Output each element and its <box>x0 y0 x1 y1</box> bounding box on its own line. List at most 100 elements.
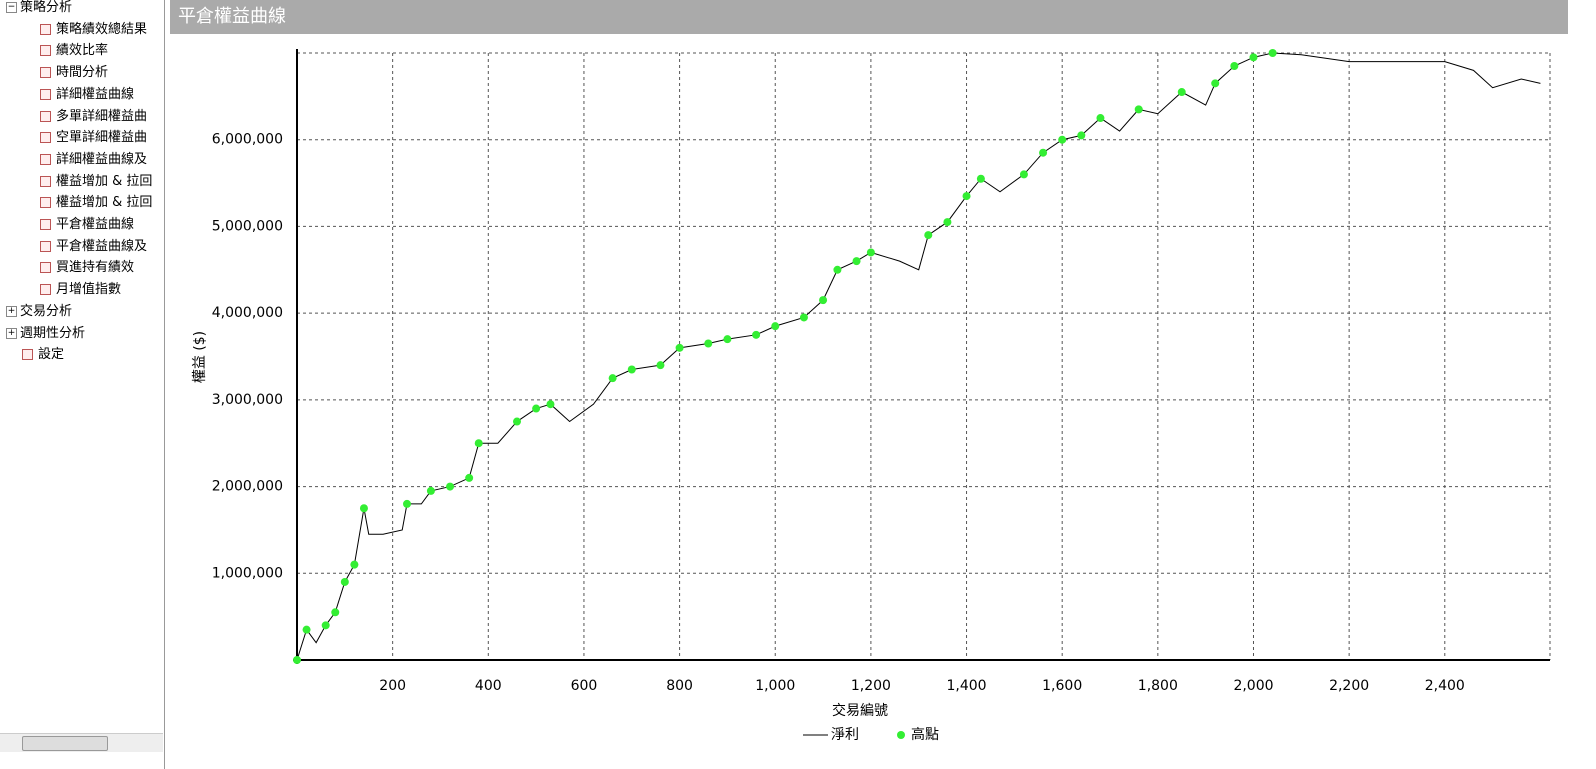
high-point <box>532 404 541 413</box>
tree-icon: + <box>6 305 17 317</box>
x-tick-label: 400 <box>475 678 502 694</box>
tree-label: 買進持有績效 <box>56 260 135 276</box>
tree-label: 詳細權益曲線 <box>56 86 135 102</box>
high-point <box>608 374 617 383</box>
tree-label: 週期性分析 <box>20 325 86 341</box>
tree-item[interactable]: + 交易分析 <box>6 302 72 322</box>
y-tick-label: 1,000,000 <box>212 565 283 581</box>
high-point <box>446 482 455 491</box>
high-point <box>350 560 359 569</box>
tree-icon <box>22 349 33 361</box>
high-point <box>359 504 368 513</box>
tree-item[interactable]: 多單詳細權益曲 <box>40 107 147 127</box>
high-point <box>302 625 311 634</box>
tree-item[interactable]: 平倉權益曲線及 <box>40 237 147 257</box>
x-tick-label: 200 <box>379 678 406 694</box>
high-point <box>1177 88 1186 97</box>
high-point <box>1211 79 1220 88</box>
high-point <box>833 265 842 274</box>
high-point <box>546 400 555 409</box>
tree-icon: + <box>6 327 17 339</box>
tree-item[interactable]: 時間分析 <box>40 63 108 83</box>
tree-label: 時間分析 <box>56 65 109 81</box>
tree-item[interactable]: 權益增加 & 拉回 <box>40 172 152 192</box>
x-tick-label: 1,000 <box>755 678 795 694</box>
high-point <box>866 248 875 257</box>
tree-icon <box>40 23 51 35</box>
tree-icon <box>40 153 51 165</box>
scroll-thumb[interactable] <box>22 736 108 751</box>
high-point <box>1019 170 1028 179</box>
tree-icon <box>40 240 51 252</box>
legend-label: 淨利 <box>831 727 859 743</box>
x-tick-label: 800 <box>666 678 693 694</box>
tree-icon <box>40 284 51 296</box>
high-point <box>1039 148 1048 157</box>
tree-icon <box>40 175 51 187</box>
x-tick-label: 2,000 <box>1233 678 1273 694</box>
y-tick-label: 3,000,000 <box>212 392 283 408</box>
high-point <box>331 608 340 617</box>
tree-item[interactable]: 策略績效總結果 <box>40 20 147 40</box>
high-point <box>704 339 713 348</box>
tree-label: 月增值指數 <box>56 282 122 298</box>
tree-item[interactable]: − 策略分析 <box>6 0 72 18</box>
legend-label: 高點 <box>911 726 939 743</box>
high-point <box>512 417 521 426</box>
tree-label: 績效比率 <box>56 43 109 59</box>
high-point <box>321 621 330 630</box>
high-point <box>465 473 474 482</box>
tree-label: 權益增加 & 拉回 <box>56 195 153 211</box>
high-point <box>771 322 780 331</box>
x-tick-label: 2,200 <box>1329 678 1369 694</box>
high-point <box>976 174 985 183</box>
tree-item[interactable]: 權益增加 & 拉回 <box>40 193 152 213</box>
tree-label: 策略分析 <box>20 0 73 15</box>
high-point <box>962 192 971 201</box>
high-point <box>627 365 636 374</box>
high-point <box>1077 131 1086 140</box>
high-point <box>1058 135 1067 144</box>
x-tick-label: 1,200 <box>851 678 891 694</box>
high-point <box>852 257 861 266</box>
tree-item[interactable]: 平倉權益曲線 <box>40 215 134 235</box>
high-point <box>924 231 933 240</box>
tree-item[interactable]: 買進持有績效 <box>40 258 134 278</box>
x-tick-label: 600 <box>571 678 598 694</box>
tree-label: 多單詳細權益曲 <box>56 108 148 124</box>
x-tick-label: 1,600 <box>1042 678 1082 694</box>
high-point <box>402 499 411 508</box>
high-point <box>1096 114 1105 123</box>
tree-label: 交易分析 <box>20 303 73 319</box>
high-point <box>819 296 828 305</box>
high-point <box>293 656 301 664</box>
high-point <box>943 218 952 227</box>
tree-item[interactable]: + 週期性分析 <box>6 324 85 344</box>
tree-item[interactable]: 績效比率 <box>40 41 108 61</box>
y-tick-label: 5,000,000 <box>212 218 283 234</box>
high-point <box>1249 53 1258 62</box>
y-tick-label: 2,000,000 <box>212 479 283 495</box>
scrollbar[interactable] <box>0 733 163 752</box>
high-point <box>723 335 732 344</box>
high-point <box>675 343 684 352</box>
x-tick-label: 2,400 <box>1425 678 1465 694</box>
tree-item[interactable]: 設定 <box>22 345 64 365</box>
tree-item[interactable]: 空單詳細權益曲 <box>40 128 147 148</box>
tree-item[interactable]: 月增值指數 <box>40 280 121 300</box>
chart-title: 平倉權益曲線 <box>170 0 1568 34</box>
tree-icon <box>40 219 51 230</box>
tree-label: 平倉權益曲線及 <box>56 238 148 254</box>
tree-icon <box>40 262 51 274</box>
tree-label: 詳細權益曲線及 <box>56 151 148 167</box>
tree-item[interactable]: 詳細權益曲線 <box>40 85 134 105</box>
high-point <box>426 486 435 495</box>
high-point <box>752 330 761 339</box>
y-tick-label: 6,000,000 <box>212 132 283 148</box>
high-point <box>656 361 665 370</box>
high-point <box>340 577 349 586</box>
tree-item[interactable]: 詳細權益曲線及 <box>40 150 147 170</box>
tree-label: 策略績效總結果 <box>56 21 148 37</box>
high-point <box>474 439 483 448</box>
chart: 交易編號 權益 ($) 1,000,000 2,000,000 3,000,000 4… <box>192 49 1551 743</box>
